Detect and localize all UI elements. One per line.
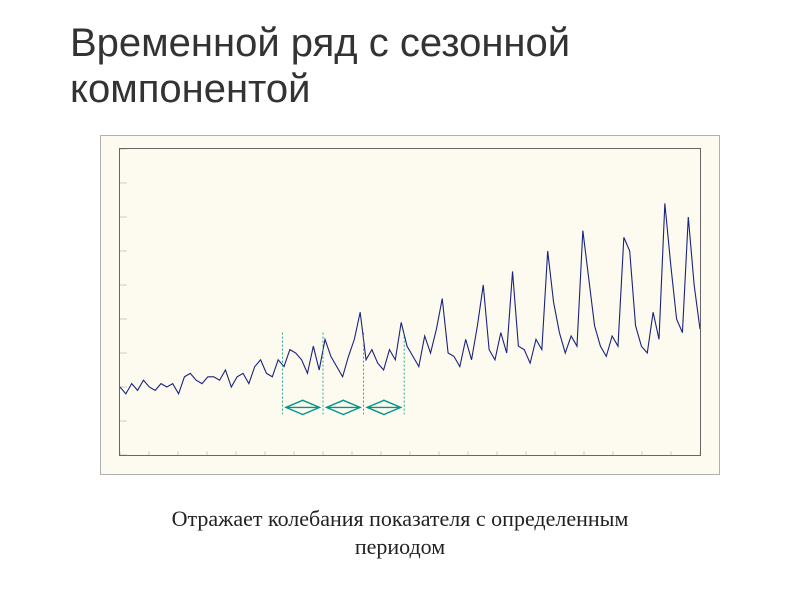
- chart-plot-area: [119, 148, 701, 456]
- caption-line-1: Отражает колебания показателя с определе…: [172, 506, 629, 531]
- slide-title: Временной ряд с сезонной компонентой: [70, 20, 730, 112]
- slide: Временной ряд с сезонной компонентой Отр…: [0, 0, 800, 600]
- series-line: [120, 203, 700, 393]
- timeseries-line-chart: [120, 149, 700, 455]
- caption-line-2: периодом: [355, 534, 445, 559]
- slide-caption: Отражает колебания показателя с определе…: [0, 505, 800, 560]
- chart-outer-frame: [100, 135, 720, 475]
